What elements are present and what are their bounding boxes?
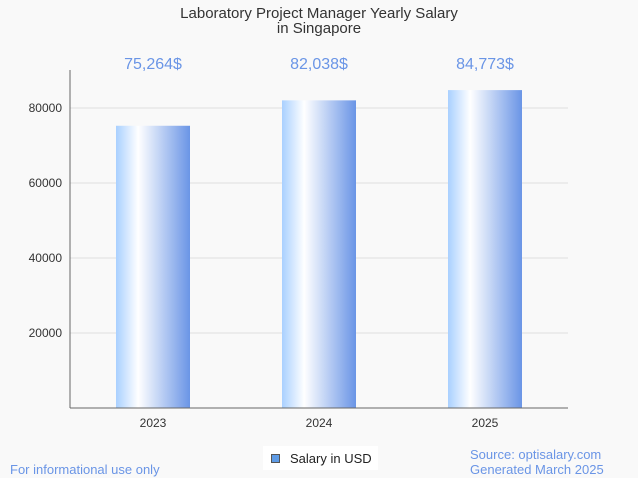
chart-title-line1: Laboratory Project Manager Yearly Salary — [180, 5, 458, 22]
legend-swatch — [271, 453, 280, 463]
x-tick-label: 2024 — [306, 416, 333, 430]
bar-2024[interactable] — [282, 100, 356, 409]
legend[interactable]: Salary in USD — [263, 446, 378, 470]
data-label: 82,038$ — [290, 56, 348, 73]
bar-2023[interactable] — [116, 125, 190, 408]
disclaimer: For informational use only — [10, 462, 160, 477]
y-tick-label: 40000 — [29, 251, 63, 265]
y-tick-label: 20000 — [29, 326, 63, 340]
x-tick-label: 2025 — [472, 416, 499, 430]
data-label: 75,264$ — [124, 56, 182, 73]
x-tick-label: 2023 — [140, 416, 167, 430]
data-label: 84,773$ — [456, 56, 514, 73]
y-tick-label: 80000 — [29, 101, 63, 115]
bar-2025[interactable] — [448, 90, 522, 408]
chart-title-line2: in Singapore — [277, 20, 361, 37]
y-tick-label: 60000 — [29, 176, 63, 190]
legend-label: Salary in USD — [290, 450, 372, 466]
generated-date: Generated March 2025 — [470, 462, 604, 477]
source-link[interactable]: Source: optisalary.com — [470, 447, 602, 462]
